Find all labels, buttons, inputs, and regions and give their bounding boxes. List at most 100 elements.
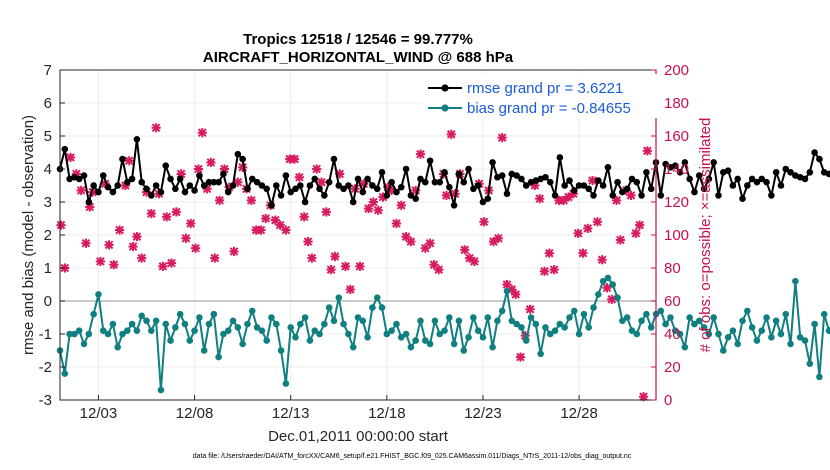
- series-point-1: [412, 337, 419, 344]
- series-point-1: [590, 304, 597, 311]
- series-point-1: [224, 327, 232, 335]
- series-point-1: [695, 317, 703, 325]
- series-point-0: [585, 185, 593, 193]
- series-point-0: [623, 185, 631, 193]
- series-point-0: [186, 182, 194, 189]
- right-y-tick-label: 160: [664, 128, 689, 145]
- series-point-1: [489, 343, 496, 351]
- series-point-0: [354, 175, 362, 183]
- series-point-0: [85, 198, 93, 206]
- series-point-1: [498, 307, 506, 315]
- obs-count-marker: [186, 218, 196, 229]
- series-point-1: [796, 334, 804, 341]
- obs-count-marker: [316, 177, 327, 187]
- series-point-1: [801, 337, 809, 344]
- x-tick-label: 12/23: [464, 405, 502, 422]
- series-point-0: [657, 192, 665, 199]
- series-point-0: [152, 182, 160, 189]
- series-point-0: [402, 165, 410, 173]
- series-point-1: [792, 277, 799, 285]
- series-point-1: [109, 320, 117, 328]
- obs-count-marker: [229, 246, 239, 257]
- series-point-1: [258, 327, 266, 335]
- series-point-1: [556, 320, 564, 328]
- series-point-0: [768, 192, 775, 199]
- series-point-1: [619, 317, 626, 325]
- series-point-1: [816, 373, 823, 381]
- series-point-1: [719, 347, 727, 354]
- obs-count-marker: [391, 218, 402, 229]
- series-point-0: [619, 188, 626, 196]
- obs-count-marker: [368, 197, 378, 207]
- series-point-0: [614, 178, 621, 186]
- right-y-axis-label: # of obs: o=possible; ×=assimilated: [697, 118, 714, 353]
- series-point-0: [340, 185, 347, 193]
- series-point-1: [715, 330, 722, 338]
- series-point-1: [364, 334, 371, 341]
- x-tick-label: 12/13: [272, 405, 310, 422]
- series-point-0: [349, 198, 357, 206]
- series-point-1: [114, 343, 121, 351]
- obs-count-marker: [355, 261, 365, 271]
- obs-count-marker: [549, 265, 559, 275]
- x-tick-label: 12/08: [176, 405, 214, 422]
- series-point-0: [595, 177, 602, 184]
- series-point-1: [777, 330, 785, 338]
- series-point-0: [734, 175, 742, 183]
- obs-count-marker: [321, 207, 331, 217]
- obs-count-marker: [642, 146, 652, 156]
- series-point-1: [691, 320, 698, 328]
- series-point-1: [753, 337, 761, 344]
- obs-count-marker: [109, 260, 119, 270]
- axes: -3 -2 -1 0 1 2 3 4 5 6 7 0 20 40 60 80 100 120 140 160 180 20…: [39, 62, 689, 422]
- series-point-1: [450, 340, 458, 348]
- series-point-0: [369, 182, 376, 189]
- series-point-1: [397, 334, 405, 341]
- obs-count-marker: [128, 241, 138, 252]
- y-tick-label: 0: [44, 293, 52, 310]
- series-point-0: [297, 182, 304, 189]
- series-point-0: [753, 178, 761, 186]
- series-point-1: [527, 314, 535, 321]
- series-point-0: [306, 182, 314, 189]
- series-point-1: [181, 320, 189, 328]
- series-point-1: [484, 314, 492, 321]
- y-tick-label: 1: [44, 260, 52, 277]
- series-point-1: [157, 386, 165, 394]
- series-point-1: [748, 324, 756, 331]
- series-point-0: [777, 182, 785, 189]
- obs-count-marker: [597, 255, 607, 265]
- series-point-1: [667, 314, 674, 321]
- series-point-0: [739, 195, 746, 202]
- legend-rmse-label: rmse grand pr = 3.6221: [467, 80, 623, 97]
- series-point-1: [806, 360, 814, 368]
- series-point-1: [633, 330, 641, 338]
- series-point-1: [570, 307, 578, 315]
- series-point-0: [99, 172, 107, 179]
- series-point-1: [373, 294, 381, 302]
- y-tick-label: 3: [44, 194, 52, 211]
- series-point-1: [253, 324, 261, 331]
- series-point-0: [138, 178, 146, 186]
- right-y-tick-label: 60: [664, 293, 681, 310]
- series-point-0: [272, 182, 280, 189]
- series-point-1: [676, 330, 684, 338]
- series-point-1: [705, 330, 713, 338]
- series-point-1: [123, 327, 131, 335]
- series-point-0: [133, 136, 141, 143]
- obs-count-marker: [124, 156, 134, 166]
- series-point-0: [436, 178, 444, 186]
- series-point-0: [215, 178, 222, 186]
- series-point-1: [513, 320, 520, 328]
- obs-count-marker: [535, 194, 545, 204]
- obs-count-marker: [115, 225, 125, 235]
- series-point-1: [595, 291, 602, 298]
- series-point-0: [128, 175, 136, 183]
- series-point-1: [465, 334, 472, 341]
- series-point-1: [744, 307, 751, 315]
- series-point-0: [191, 187, 198, 194]
- series-point-1: [470, 314, 477, 321]
- series-point-0: [330, 155, 338, 163]
- y-tick-label: 2: [44, 227, 52, 244]
- obs-count-marker: [373, 205, 383, 215]
